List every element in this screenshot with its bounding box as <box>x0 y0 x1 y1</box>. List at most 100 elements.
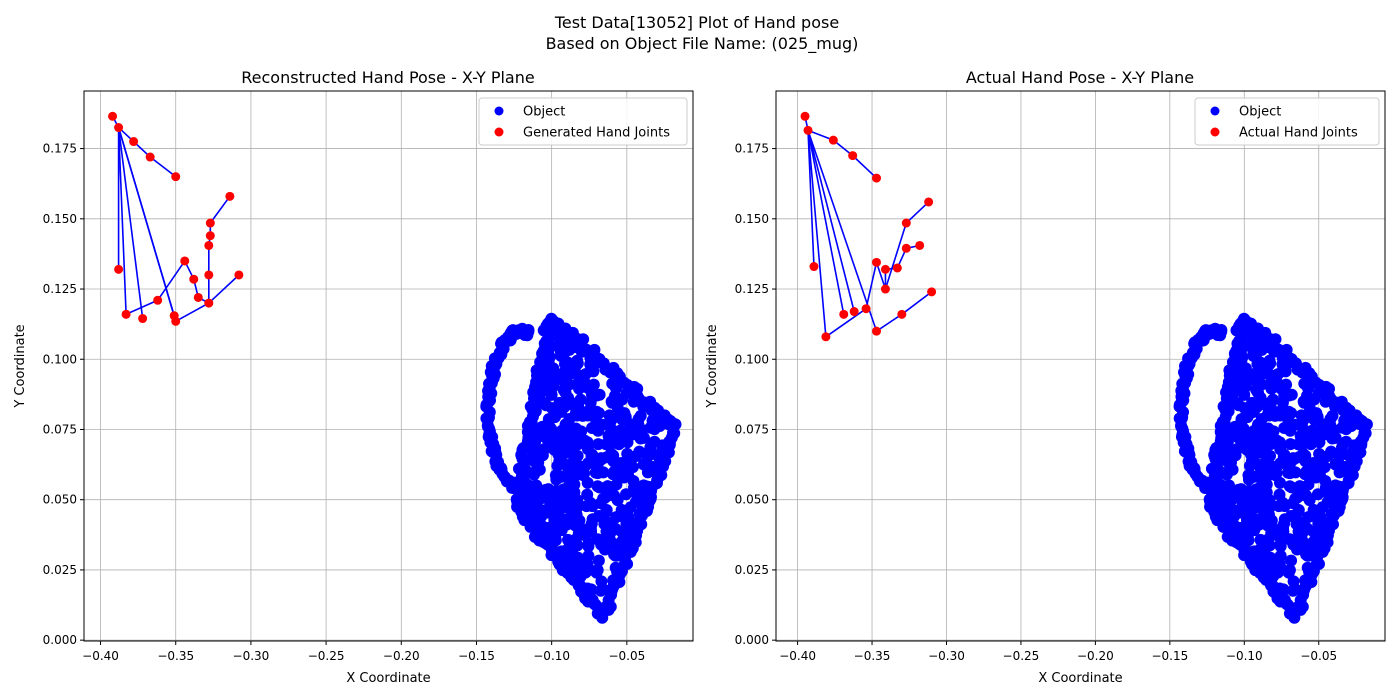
object-point <box>1320 427 1333 440</box>
object-point <box>1326 409 1339 422</box>
object-point <box>623 536 636 549</box>
object-point <box>630 487 643 500</box>
object-point <box>1222 479 1235 492</box>
object-point <box>1292 516 1305 529</box>
x-tick-label: −0.30 <box>233 649 270 663</box>
object-point <box>1333 466 1346 479</box>
object-point <box>530 479 543 492</box>
figure-title-line1: Test Data[13052] Plot of Hand pose <box>554 13 839 32</box>
object-point <box>613 411 626 424</box>
object-point <box>582 540 595 553</box>
object-point <box>1263 494 1276 507</box>
object-point <box>586 513 599 526</box>
object-point <box>1292 490 1305 503</box>
object-point <box>595 575 608 588</box>
object-point <box>1312 526 1325 539</box>
object-point <box>590 415 603 428</box>
joint-point <box>897 309 907 319</box>
object-point <box>574 432 587 445</box>
object-point <box>1316 501 1329 514</box>
object-point <box>624 501 637 514</box>
object-point <box>1273 476 1286 489</box>
object-point <box>1233 334 1246 347</box>
object-point <box>1291 363 1304 376</box>
object-point <box>563 367 576 380</box>
object-point <box>540 334 553 347</box>
object-point <box>519 454 532 467</box>
joint-point <box>114 264 124 274</box>
object-point <box>489 446 502 459</box>
joint-point <box>145 152 155 162</box>
object-point <box>571 539 584 552</box>
object-point <box>581 476 594 489</box>
object-point <box>572 464 585 477</box>
joint-point <box>800 111 810 121</box>
y-tick-label: 0.025 <box>735 563 769 577</box>
object-point <box>1233 418 1246 431</box>
bone-line <box>117 127 144 319</box>
joint-point <box>234 270 244 280</box>
joint-point <box>901 218 911 228</box>
object-point <box>1300 548 1313 561</box>
object-point <box>591 458 604 471</box>
object-point <box>591 480 604 493</box>
object-point <box>554 405 567 418</box>
y-tick-label: 0.050 <box>43 493 77 507</box>
object-point <box>1182 446 1195 459</box>
object-point <box>571 409 584 422</box>
legend: Object Generated Hand Joints <box>478 97 688 146</box>
legend-marker <box>1210 127 1220 137</box>
object-point <box>554 345 567 358</box>
object-point <box>571 494 584 507</box>
object-point <box>641 481 654 494</box>
y-tick-label: 0.075 <box>43 422 77 436</box>
object-point <box>1314 510 1327 523</box>
object-point <box>1264 357 1277 370</box>
bone-line <box>875 262 887 290</box>
object-point <box>549 371 562 384</box>
joint-point <box>927 287 937 297</box>
object-point <box>513 500 526 513</box>
joint-point <box>180 256 190 266</box>
object-point <box>1249 433 1262 446</box>
object-point <box>600 490 613 503</box>
object-point <box>1242 371 1255 384</box>
y-axis-label: Y Coordinate <box>705 324 720 408</box>
legend-box <box>478 97 688 146</box>
object-point <box>1274 409 1287 422</box>
joint-point <box>809 262 819 272</box>
joint-point <box>849 307 859 317</box>
object-point <box>532 516 545 529</box>
object-point <box>1321 449 1334 462</box>
object-point <box>610 382 623 395</box>
object-point <box>599 363 612 376</box>
object-point <box>1219 403 1232 416</box>
joint-point <box>828 135 838 145</box>
bone-line <box>117 127 127 315</box>
object-point <box>1278 381 1291 394</box>
object-point <box>1233 506 1246 519</box>
object-point <box>611 494 624 507</box>
x-tick-label: −0.40 <box>82 649 119 663</box>
object-point <box>1266 432 1279 445</box>
x-tick-label: −0.05 <box>608 649 645 663</box>
object-point <box>526 434 539 447</box>
object-point <box>549 320 562 333</box>
object-point <box>1305 411 1318 424</box>
bone-line <box>175 302 210 323</box>
x-tick-label: −0.25 <box>1003 649 1040 663</box>
object-point <box>555 514 568 527</box>
object-point <box>631 518 644 531</box>
object-point <box>1302 382 1315 395</box>
object-point <box>1232 483 1245 496</box>
object-point <box>1315 536 1328 549</box>
joint-point <box>205 231 215 241</box>
object-point <box>528 468 541 481</box>
joint-point <box>915 240 925 250</box>
object-point <box>599 536 612 549</box>
x-axis-label: X Coordinate <box>346 671 430 686</box>
x-tick-label: −0.20 <box>383 649 420 663</box>
x-tick-label: −0.20 <box>1077 649 1114 663</box>
joint-point <box>880 264 890 274</box>
